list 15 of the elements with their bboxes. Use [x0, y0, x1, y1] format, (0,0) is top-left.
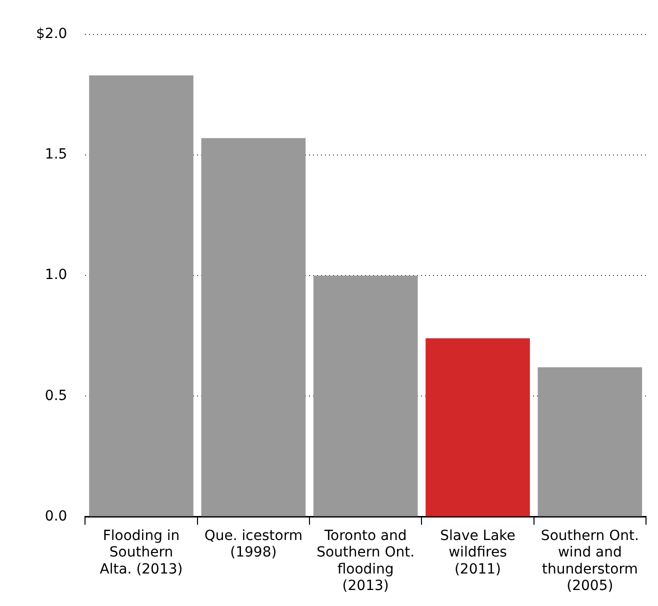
x-tick-label: Southern Ont. wind and thunderstorm (2005): [540, 528, 639, 594]
bar: [426, 338, 530, 516]
y-tick-label: $2.0: [36, 26, 68, 42]
bar: [538, 367, 642, 516]
x-tick-label: Que. icestorm (1998): [204, 528, 302, 561]
y-tick-label: 1.0: [44, 267, 68, 284]
x-tick-label: Toronto and Southern Ont. flooding (2013): [316, 528, 415, 594]
bar: [201, 138, 306, 516]
y-tick-label: 0.5: [44, 388, 68, 404]
bar: [89, 75, 194, 516]
y-tick-label: 0.0: [44, 508, 68, 524]
y-tick-label: 1.5: [44, 146, 68, 163]
bar: [313, 276, 418, 516]
x-tick-label: Slave Lake wildfires (2011): [440, 528, 516, 578]
x-tick-label: Flooding in Southern Alta. (2013): [100, 528, 183, 578]
